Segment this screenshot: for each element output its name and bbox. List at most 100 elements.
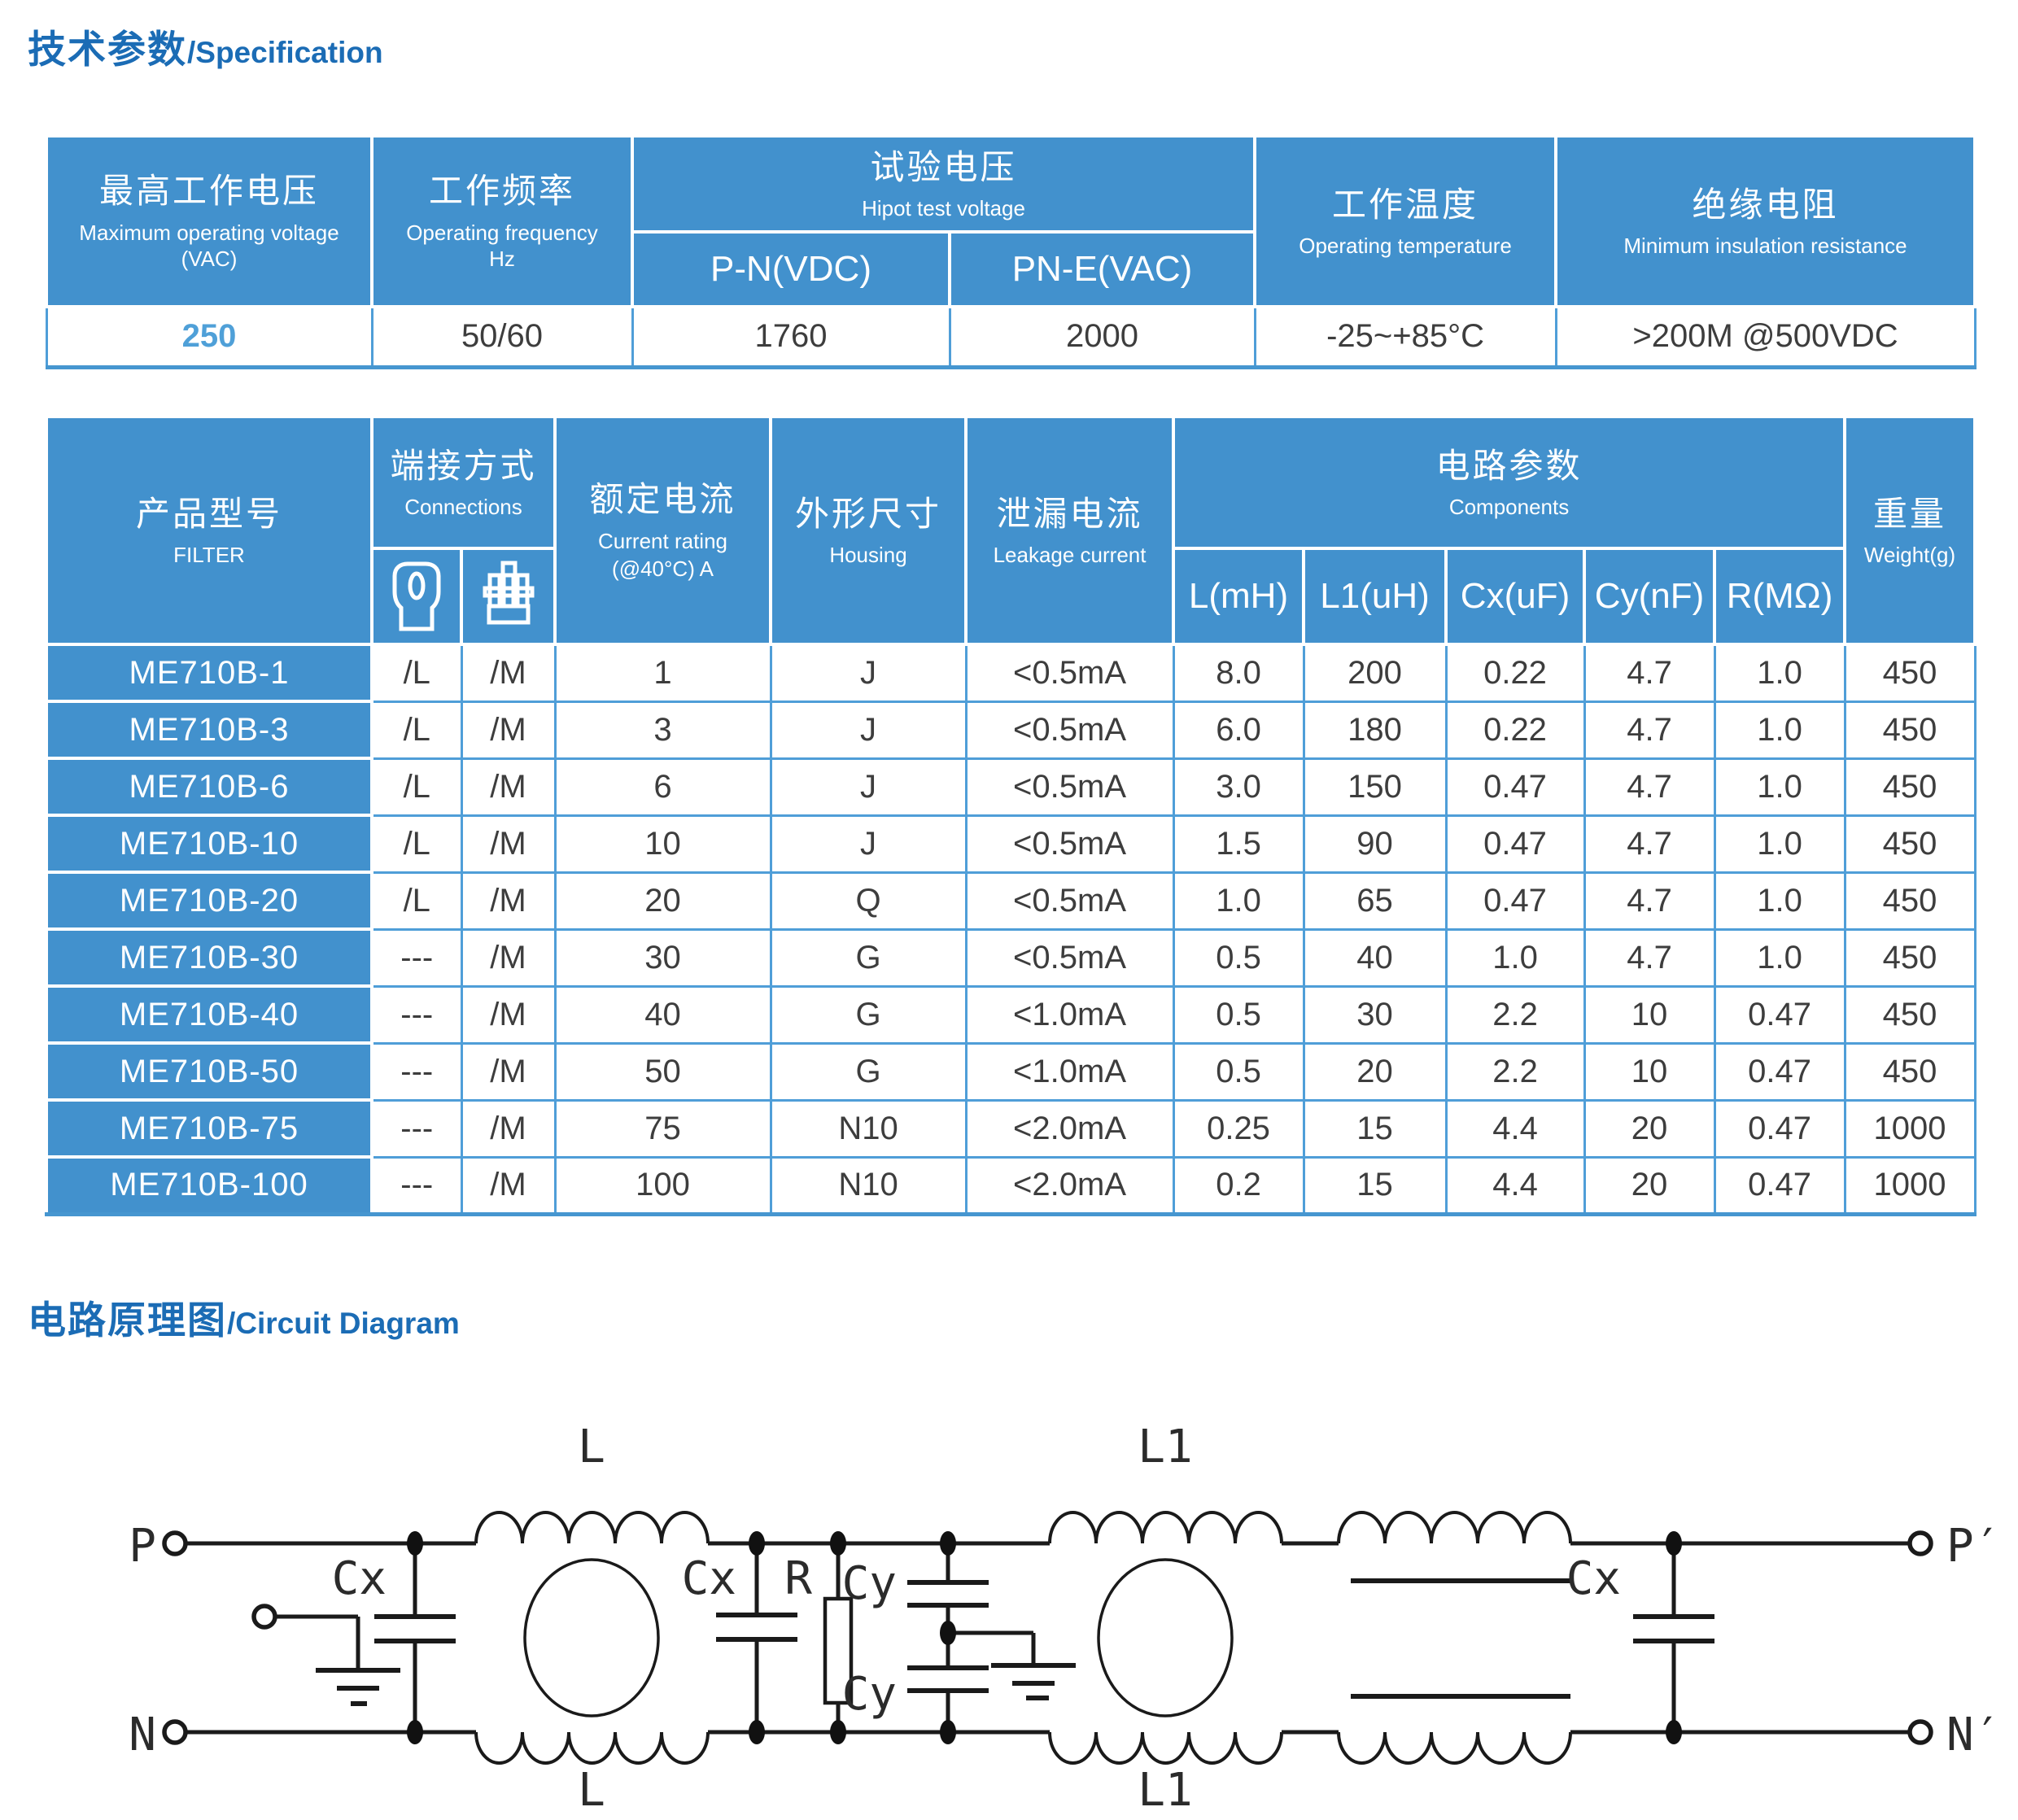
- model-data-cell: ---: [370, 984, 463, 1045]
- model-table-row: ME710B-20/L/M 20 Q <0.5mA 1.0 65 0.47 4.7 1.0 450: [45, 871, 1977, 931]
- choke-l1-core-bars: [1351, 1578, 1570, 1699]
- model-subcol-conn-screw: [459, 547, 557, 646]
- model-data-cell: 2.2: [1444, 984, 1586, 1045]
- model-data-cell: <0.5mA: [964, 871, 1175, 931]
- model-data-cell: /L: [370, 814, 463, 874]
- model-data-cell: 4.7: [1583, 927, 1716, 988]
- model-data-cell: 450: [1843, 984, 1977, 1045]
- model-data-cell: 1.0: [1172, 871, 1305, 931]
- model-data-cell: 450: [1843, 871, 1977, 931]
- model-col-current: 额定电流 Current rating (@40°C) A: [553, 415, 773, 646]
- model-data-cell: 0.47: [1713, 1155, 1846, 1216]
- model-data-cell: 0.47: [1713, 1098, 1846, 1159]
- model-data-cell: 4.7: [1583, 643, 1716, 703]
- model-data-cell: 65: [1302, 871, 1448, 931]
- spec-title-en: /Specification: [187, 36, 383, 69]
- model-col-leakage-zh: 泄漏电流: [996, 494, 1143, 533]
- choke-l1-core: [1097, 1558, 1234, 1717]
- model-data-cell: 1.0: [1444, 927, 1586, 988]
- choke-l-core: [523, 1558, 660, 1717]
- model-data-cell: ---: [370, 1155, 463, 1216]
- choke-l: [474, 1511, 710, 1765]
- model-data-cell: <2.0mA: [964, 1155, 1175, 1216]
- junction-dots: [407, 1531, 1682, 1744]
- model-data-cell: 4.7: [1583, 757, 1716, 817]
- model-data-cell: /L: [370, 757, 463, 817]
- spec-col-insulation: 绝缘电阻 Minimum insulation resistance: [1554, 134, 1977, 308]
- model-name-cell: ME710B-50: [45, 1041, 373, 1102]
- model-col-filter: 产品型号 FILTER: [45, 415, 373, 646]
- model-data-cell: /M: [460, 1098, 557, 1159]
- model-table-row: ME710B-40 ---/M 40 G <1.0mA 0.5 30 2.2 10 0.47 450: [45, 984, 1977, 1045]
- model-data-cell: J: [769, 700, 968, 760]
- model-data-cell: <0.5mA: [964, 757, 1175, 817]
- model-col-filter-en: FILTER: [173, 543, 245, 567]
- model-name-cell: ME710B-75: [45, 1098, 373, 1159]
- model-data-cell: /M: [460, 1155, 557, 1216]
- model-data-cell: N10: [769, 1155, 968, 1216]
- model-col-connections-zh: 端接方式: [390, 446, 537, 485]
- spec-subcol-pne-vac: PN-E(VAC): [947, 230, 1257, 308]
- model-data-cell: 1.0: [1713, 757, 1846, 817]
- model-data-cell: 200: [1302, 643, 1448, 703]
- model-data-cell: 4.4: [1444, 1155, 1586, 1216]
- model-data-cell: /M: [460, 984, 557, 1045]
- model-data-cell: 4.4: [1444, 1098, 1586, 1159]
- model-data-cell: G: [769, 1041, 968, 1102]
- spec-col-temperature-en: Operating temperature: [1299, 234, 1512, 258]
- spec-section-title: 技术参数 /Specification: [28, 18, 383, 74]
- model-data-cell: 0.47: [1444, 871, 1586, 931]
- label-cx3: Cx: [1566, 1552, 1621, 1605]
- label-r: R: [784, 1552, 812, 1605]
- model-data-cell: 3.0: [1172, 757, 1305, 817]
- model-data-cell: 0.47: [1444, 757, 1586, 817]
- spec-col-hipot-en: Hipot test voltage: [862, 196, 1025, 220]
- model-data-cell: 50: [553, 1041, 772, 1102]
- label-l1-top: L1: [1138, 1421, 1192, 1473]
- spec-table: 最高工作电压 Maximum operating voltage (VAC) 工…: [45, 134, 1977, 369]
- label-l1-bottom: L1: [1138, 1764, 1192, 1817]
- model-data-cell: 450: [1843, 643, 1977, 703]
- spec-title-zh: 技术参数: [28, 28, 187, 71]
- model-data-cell: ---: [370, 927, 463, 988]
- model-data-cell: /M: [460, 757, 557, 817]
- model-data-cell: 1000: [1843, 1155, 1977, 1216]
- spec-col-temperature: 工作温度 Operating temperature: [1253, 134, 1558, 308]
- terminal-p-out: [1907, 1530, 1933, 1556]
- spec-col-temperature-zh: 工作温度: [1332, 185, 1479, 224]
- model-data-cell: 15: [1302, 1155, 1448, 1216]
- model-data-cell: 10: [553, 814, 772, 874]
- model-data-cell: 10: [1583, 984, 1716, 1045]
- spec-value-insulation: >200M @500VDC: [1554, 305, 1977, 369]
- terminal-n: [162, 1719, 188, 1745]
- model-data-cell: 1.0: [1713, 643, 1846, 703]
- model-data-cell: <1.0mA: [964, 1041, 1175, 1102]
- spec-col-max-voltage-zh: 最高工作电压: [98, 172, 319, 211]
- model-data-cell: G: [769, 984, 968, 1045]
- model-name-cell: ME710B-10: [45, 814, 373, 874]
- label-cx2: Cx: [682, 1552, 736, 1605]
- model-data-cell: <0.5mA: [964, 927, 1175, 988]
- model-data-cell: 450: [1843, 757, 1977, 817]
- model-data-cell: 0.22: [1444, 700, 1586, 760]
- spec-subcol-pn-vdc: P-N(VDC): [631, 230, 951, 308]
- model-name-cell: ME710B-6: [45, 757, 373, 817]
- model-data-cell: /M: [460, 814, 557, 874]
- model-data-cell: 20: [553, 871, 772, 931]
- model-data-cell: 1: [553, 643, 772, 703]
- circuit-title-zh: 电路原理图: [28, 1298, 227, 1342]
- model-data-cell: 0.25: [1172, 1098, 1305, 1159]
- model-col-current-zh: 额定电流: [589, 480, 736, 519]
- model-data-cell: 150: [1302, 757, 1448, 817]
- model-table-row: ME710B-100 ---/M 100 N10 <2.0mA 0.2 15 4.4 20 0.4…: [45, 1155, 1977, 1216]
- model-data-cell: 2.2: [1444, 1041, 1586, 1102]
- model-col-current-en2: (@40°C) A: [612, 556, 714, 582]
- model-name-cell: ME710B-40: [45, 984, 373, 1045]
- model-data-cell: <2.0mA: [964, 1098, 1175, 1159]
- capacitor-cx2: [716, 1543, 797, 1732]
- model-data-cell: 0.2: [1172, 1155, 1305, 1216]
- model-data-cell: /L: [370, 643, 463, 703]
- model-data-cell: 30: [553, 927, 772, 988]
- model-data-cell: 20: [1583, 1155, 1716, 1216]
- model-data-cell: 180: [1302, 700, 1448, 760]
